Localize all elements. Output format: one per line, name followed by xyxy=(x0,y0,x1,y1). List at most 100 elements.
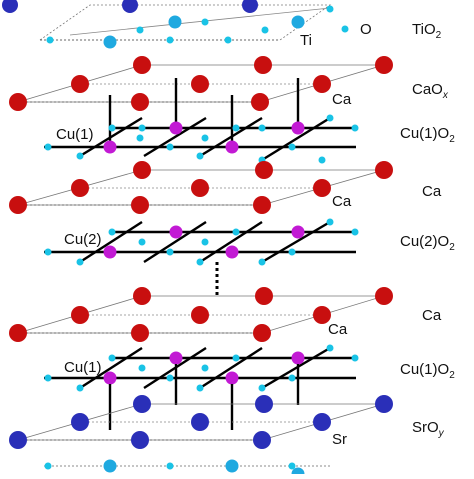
ca-atom xyxy=(71,179,89,197)
ca-atom xyxy=(9,93,27,111)
cu-atom xyxy=(103,371,117,385)
o-atom xyxy=(261,26,269,34)
o-atom xyxy=(138,364,146,372)
sroy-layer: Sr xyxy=(9,395,393,449)
cu-atom xyxy=(225,245,239,259)
ca-atom xyxy=(254,56,272,74)
o-atom xyxy=(351,354,359,362)
cu-atom xyxy=(169,351,183,365)
o-atom xyxy=(258,124,266,132)
o-atom xyxy=(108,354,116,362)
ca-atom xyxy=(131,196,149,214)
o-atom xyxy=(326,5,334,13)
o-atom xyxy=(326,344,334,352)
o-atom xyxy=(232,228,240,236)
caox-layer: Ca xyxy=(9,56,393,111)
cu1o2-layer-bottom: Cu(1) xyxy=(44,344,359,392)
o-atom xyxy=(288,248,296,256)
ca-atom xyxy=(255,287,273,305)
o-atom xyxy=(166,248,174,256)
layer-label-ca-2: Ca xyxy=(422,307,442,324)
sr-atom xyxy=(255,395,273,413)
o-atom xyxy=(326,114,334,122)
o-atom xyxy=(326,218,334,226)
sr-atom xyxy=(242,0,258,13)
o-atom xyxy=(201,238,209,246)
ca-atom xyxy=(191,179,209,197)
ti-atom xyxy=(103,459,117,473)
ti-atom xyxy=(103,35,117,49)
cu-atom xyxy=(225,371,239,385)
ca-layer-2: Ca xyxy=(9,287,393,342)
ca-atom xyxy=(313,306,331,324)
cu2-label: Cu(2) xyxy=(64,231,102,248)
sr-atom xyxy=(71,413,89,431)
o-atom xyxy=(108,124,116,132)
o-atom xyxy=(166,462,174,470)
ca-atom xyxy=(71,306,89,324)
ca-atom xyxy=(131,93,149,111)
o-atom xyxy=(76,152,84,160)
o-atom xyxy=(288,374,296,382)
ca-atom xyxy=(191,75,209,93)
layer-label-ca-1: Ca xyxy=(422,183,442,200)
sr-atom xyxy=(133,395,151,413)
ca-atom xyxy=(253,324,271,342)
ti-atom xyxy=(225,459,239,473)
sr-atom xyxy=(131,431,149,449)
ca-atom xyxy=(255,161,273,179)
o-atom xyxy=(232,124,240,132)
o-atom xyxy=(258,384,266,392)
o-atom xyxy=(136,134,144,142)
o-atom xyxy=(258,258,266,266)
o-atom xyxy=(166,36,174,44)
cu2o2-layer: Cu(2) xyxy=(44,218,359,266)
cu-atom xyxy=(291,121,305,135)
cu1-label-top: Cu(1) xyxy=(56,126,94,143)
ca-atom xyxy=(133,56,151,74)
o-atom xyxy=(351,124,359,132)
o-atom xyxy=(44,374,52,382)
o-atom xyxy=(44,248,52,256)
o-atom xyxy=(138,238,146,246)
o-atom xyxy=(76,258,84,266)
ca-label-3: Ca xyxy=(328,321,348,338)
cu-atom xyxy=(169,225,183,239)
o-atom xyxy=(196,258,204,266)
layer-label-cu2o2: Cu(2)O2 xyxy=(400,233,455,253)
cu-atom xyxy=(291,225,305,239)
ca-atom xyxy=(253,196,271,214)
o-atom xyxy=(201,364,209,372)
sr-atom xyxy=(191,413,209,431)
o-atom xyxy=(136,26,144,34)
o-atom xyxy=(108,228,116,236)
cu-atom xyxy=(103,140,117,154)
o-atom xyxy=(196,152,204,160)
ca-atom xyxy=(251,93,269,111)
sr-atom xyxy=(9,431,27,449)
o-atom xyxy=(196,384,204,392)
cu-atom xyxy=(103,245,117,259)
o-atom xyxy=(201,134,209,142)
ca-layer-1: Ca xyxy=(9,161,393,214)
o-atom xyxy=(288,143,296,151)
ti-label: Ti xyxy=(300,32,312,49)
layer-label-sroy: SrOy xyxy=(412,419,445,439)
cu-atom xyxy=(291,351,305,365)
layer-labels: TiO2 CaOx Cu(1)O2 Ca Cu(2)O2 Ca Cu(1)O2 … xyxy=(400,21,455,439)
tio2-layer-bottom xyxy=(44,459,330,479)
sr-atom xyxy=(375,395,393,413)
layer-label-cu1o2-top: Cu(1)O2 xyxy=(400,125,455,145)
ca-atom xyxy=(313,75,331,93)
o-atom xyxy=(224,36,232,44)
ca-atom xyxy=(9,196,27,214)
layer-label-caox: CaOx xyxy=(412,81,449,101)
sr-label: Sr xyxy=(332,431,347,448)
sr-atom xyxy=(122,0,138,13)
o-atom xyxy=(201,18,209,26)
tio2-layer: O Ti xyxy=(2,0,372,49)
o-atom-legend xyxy=(341,25,349,33)
ca-label-1: Ca xyxy=(332,91,352,108)
